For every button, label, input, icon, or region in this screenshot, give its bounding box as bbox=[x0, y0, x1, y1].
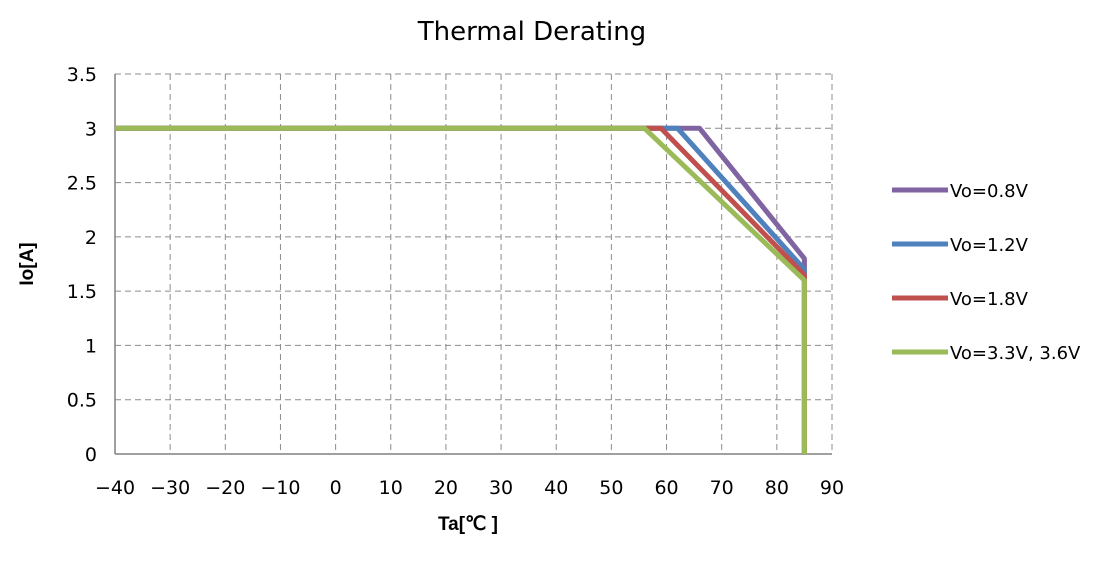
y-tick-label: 3.5 bbox=[67, 64, 97, 86]
legend-entry: Vo=0.8V bbox=[950, 181, 1029, 202]
y-tick-label: 3 bbox=[85, 118, 97, 140]
legend-entry: Vo=1.8V bbox=[950, 289, 1029, 310]
x-tick-labels: −40 −30 −20 −10 0 10 20 30 40 50 60 70 80 90 bbox=[95, 477, 844, 499]
x-tick-label: −10 bbox=[260, 477, 300, 499]
x-tick-label: −40 bbox=[95, 477, 135, 499]
y-tick-label: 1 bbox=[85, 335, 97, 357]
y-tick-label: 1.5 bbox=[67, 281, 97, 303]
x-tick-label: 0 bbox=[330, 477, 342, 499]
x-tick-label: −30 bbox=[150, 477, 190, 499]
x-axis-label: Ta[℃ ] bbox=[438, 514, 498, 535]
y-tick-label: 2.5 bbox=[67, 173, 97, 195]
chart-title: Thermal Derating bbox=[417, 17, 646, 47]
x-tick-label: 20 bbox=[434, 477, 458, 499]
x-tick-label: 50 bbox=[599, 477, 623, 499]
y-tick-labels: 0 0.5 1 1.5 2 2.5 3 3.5 bbox=[67, 64, 97, 466]
grid-lines bbox=[115, 73, 833, 454]
y-tick-label: 0.5 bbox=[67, 390, 97, 412]
legend-entry: Vo=1.2V bbox=[950, 235, 1029, 256]
x-tick-label: 10 bbox=[379, 477, 403, 499]
x-tick-label: 90 bbox=[820, 477, 844, 499]
legend-entry: Vo=3.3V, 3.6V bbox=[950, 343, 1081, 364]
y-axis-label: Io[A] bbox=[17, 242, 38, 285]
x-tick-label: 30 bbox=[489, 477, 513, 499]
x-tick-label: 40 bbox=[544, 477, 568, 499]
y-tick-label: 2 bbox=[85, 227, 97, 249]
x-tick-label: 80 bbox=[765, 477, 789, 499]
x-tick-label: 70 bbox=[710, 477, 734, 499]
series-line bbox=[115, 125, 807, 454]
x-tick-label: −20 bbox=[205, 477, 245, 499]
x-tick-label: 60 bbox=[654, 477, 678, 499]
axes bbox=[114, 74, 832, 455]
series-lines bbox=[115, 125, 807, 454]
legend: Vo=0.8V Vo=1.2V Vo=1.8V Vo=3.3V, 3.6V bbox=[892, 181, 1081, 364]
y-tick-label: 0 bbox=[85, 444, 97, 466]
